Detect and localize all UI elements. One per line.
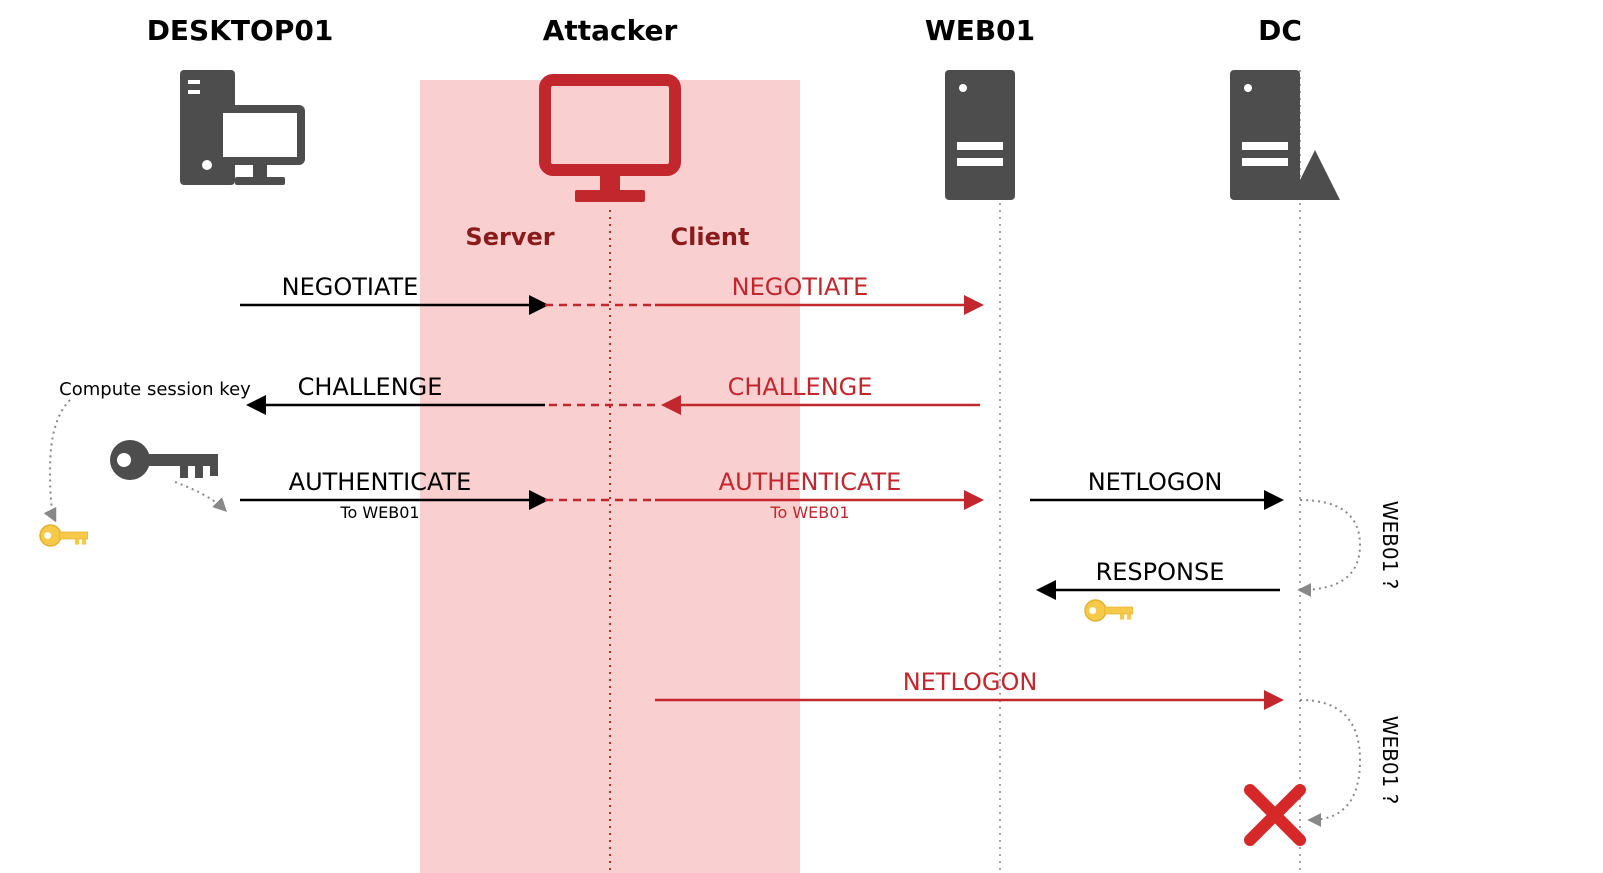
compute-key-path-right [175, 482, 225, 510]
arrow-netlogon-1: NETLOGON [1030, 468, 1280, 500]
arrow-response: RESPONSE [1040, 558, 1280, 590]
compute-session-key-label: Compute session key [59, 379, 251, 400]
web01-q1-label: WEB01 ? [1378, 501, 1402, 590]
web01-loop-2 [1300, 700, 1360, 820]
red-cross-icon [1250, 790, 1300, 840]
desktop-title: DESKTOP01 [147, 14, 334, 47]
sequence-diagram: DESKTOP01 Attacker WEB01 DC Se [0, 0, 1603, 873]
challenge-right-label: CHALLENGE [728, 373, 873, 401]
netlogon2-label: NETLOGON [903, 668, 1038, 696]
dc-title: DC [1258, 14, 1302, 47]
yellow-key-left-icon [40, 525, 88, 546]
client-role-label: Client [671, 223, 750, 251]
netlogon1-label: NETLOGON [1088, 468, 1223, 496]
negotiate-right-label: NEGOTIATE [732, 273, 869, 301]
web01-q2-label: WEB01 ? [1378, 716, 1402, 805]
web01-loop-1 [1300, 500, 1360, 590]
compute-key-path-left [50, 400, 70, 520]
attacker-title: Attacker [543, 14, 678, 47]
auth-left-sublabel: To WEB01 [339, 503, 419, 522]
web01-title: WEB01 [925, 14, 1035, 47]
web01-icon [945, 70, 1015, 200]
response-label: RESPONSE [1096, 558, 1225, 586]
yellow-key-response-icon [1085, 600, 1133, 621]
desktop-icon [180, 70, 305, 185]
negotiate-left-label: NEGOTIATE [282, 273, 419, 301]
auth-right-label: AUTHENTICATE [719, 468, 902, 496]
server-role-label: Server [465, 223, 554, 251]
auth-right-sublabel: To WEB01 [769, 503, 849, 522]
auth-left-label: AUTHENTICATE [289, 468, 472, 496]
challenge-left-label: CHALLENGE [298, 373, 443, 401]
dark-key-icon [110, 440, 218, 480]
dc-icon [1230, 70, 1340, 200]
